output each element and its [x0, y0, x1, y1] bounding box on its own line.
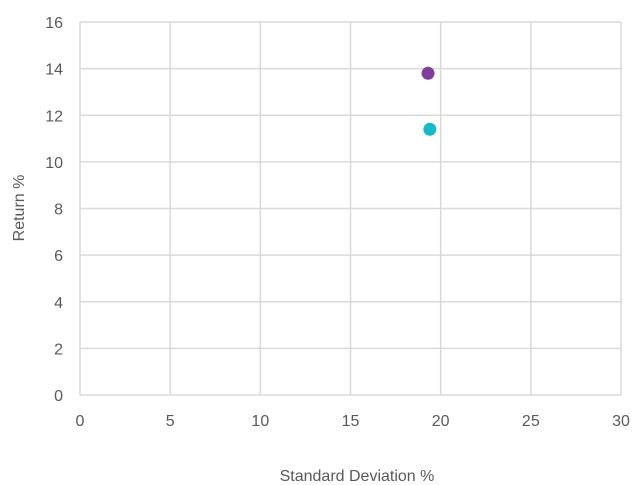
y-tick-label: 16 [45, 15, 63, 32]
x-tick-label: 20 [432, 413, 450, 430]
x-tick-label: 0 [76, 413, 85, 430]
scatter-point [423, 122, 437, 136]
gridlines [79, 21, 622, 396]
y-tick-label: 10 [45, 155, 63, 172]
x-axis-title: Standard Deviation % [280, 468, 435, 485]
y-tick-label: 4 [54, 295, 63, 312]
y-tick-label: 8 [54, 202, 63, 219]
y-tick-label: 12 [45, 108, 63, 125]
x-axis-ticks: 0 5 10 15 20 25 30 [76, 413, 630, 430]
x-tick-label: 25 [522, 413, 540, 430]
y-tick-label: 6 [54, 248, 63, 265]
x-tick-label: 5 [166, 413, 175, 430]
x-tick-label: 10 [251, 413, 269, 430]
y-tick-label: 14 [45, 62, 63, 79]
x-tick-label: 30 [612, 413, 630, 430]
y-axis-ticks: 0 2 4 6 8 10 12 14 16 [45, 15, 63, 405]
data-points [421, 66, 437, 136]
y-axis-title: Return % [11, 175, 28, 242]
scatter-point [421, 66, 435, 80]
y-tick-label: 2 [54, 341, 63, 358]
y-tick-label: 0 [54, 388, 63, 405]
x-tick-label: 15 [342, 413, 360, 430]
